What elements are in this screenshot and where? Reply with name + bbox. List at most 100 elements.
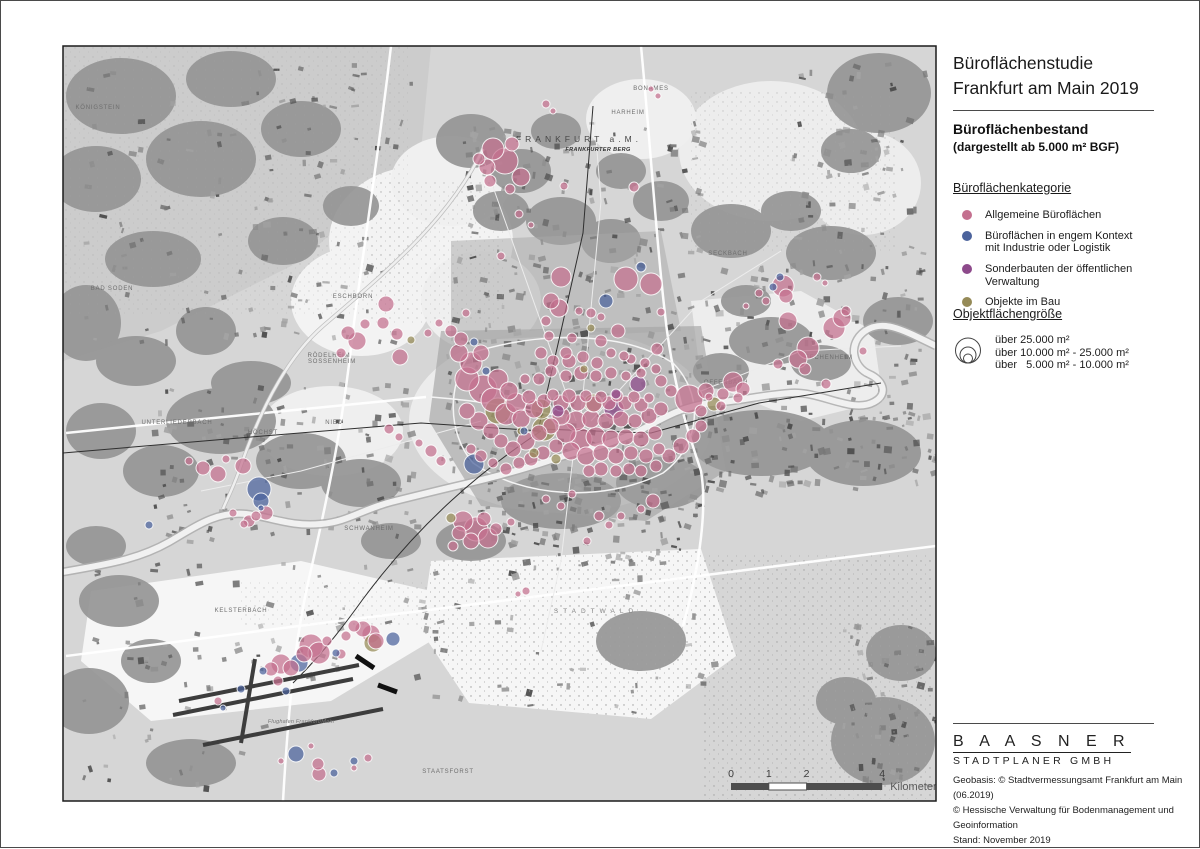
office-marker	[519, 373, 531, 385]
office-marker	[367, 632, 385, 650]
office-marker	[451, 525, 467, 541]
office-marker	[541, 99, 551, 109]
office-marker	[635, 367, 647, 379]
office-marker	[221, 454, 231, 464]
office-marker	[295, 645, 313, 663]
office-marker	[820, 378, 832, 390]
office-marker	[640, 407, 658, 425]
office-marker	[482, 422, 500, 440]
office-marker	[213, 696, 223, 706]
legend-category-item: Sonderbauten der öffentlichen Verwaltung	[953, 263, 1189, 288]
office-marker	[582, 536, 592, 546]
office-marker	[576, 350, 590, 364]
office-marker	[585, 307, 597, 319]
legend-panel: Büroflächenstudie Frankfurt am Main 2019…	[953, 46, 1189, 846]
office-marker	[559, 346, 573, 360]
credit-line: Stand: November 2019	[953, 835, 1051, 846]
sizes-heading: Objektflächengröße	[953, 307, 1063, 321]
office-marker	[447, 540, 459, 552]
office-marker	[613, 266, 639, 292]
separator-bottom	[953, 723, 1154, 724]
office-marker	[589, 369, 603, 383]
office-marker	[754, 288, 764, 298]
office-marker	[385, 631, 401, 647]
office-marker	[236, 684, 246, 694]
office-marker	[394, 432, 404, 442]
office-marker	[704, 392, 714, 402]
office-marker	[761, 296, 771, 306]
office-marker	[496, 251, 506, 261]
baasner-logo: B A A S N E R STADTPLANER GMBH	[953, 733, 1131, 767]
office-marker	[541, 494, 551, 504]
office-marker	[559, 181, 569, 191]
office-marker	[638, 448, 654, 464]
map-area: FRANKFURT a.M.FRANKFURTER BERGHARHEIMBON…	[63, 46, 937, 801]
office-marker	[654, 92, 662, 100]
place-label: HARHEIM	[611, 110, 644, 116]
office-marker	[390, 327, 404, 341]
office-marker	[340, 325, 356, 341]
office-marker	[514, 209, 524, 219]
office-marker	[772, 358, 784, 370]
place-label: Flughafen Frankfurt/Main	[268, 719, 334, 725]
office-marker	[586, 323, 596, 333]
size-legend-line: über 10.000 m² - 25.000 m²	[995, 346, 1129, 359]
office-marker	[579, 364, 589, 374]
office-marker	[532, 372, 546, 386]
office-marker	[472, 152, 486, 166]
office-marker	[566, 332, 578, 344]
credit-line: Geobasis: © Stadtvermessungsamt Frankfur…	[953, 775, 1183, 801]
office-marker	[250, 510, 262, 522]
size-legend-line: über 5.000 m² - 10.000 m²	[995, 359, 1129, 371]
office-marker	[282, 659, 300, 677]
office-marker	[594, 390, 608, 404]
category-dot-icon	[962, 210, 972, 220]
scale-unit-label: Kilometer	[890, 781, 937, 793]
office-marker	[617, 428, 635, 446]
office-marker	[462, 532, 480, 550]
office-marker	[414, 438, 424, 448]
office-marker	[716, 387, 730, 401]
office-marker	[650, 363, 662, 375]
office-marker	[465, 443, 477, 455]
office-marker	[685, 428, 701, 444]
office-marker	[527, 221, 535, 229]
logo-line1: B A A S N E R	[953, 733, 1131, 753]
place-label: SECKBACH	[708, 251, 747, 257]
categories-heading: Büroflächenkategorie	[953, 181, 1072, 195]
office-marker	[489, 522, 503, 536]
office-marker	[821, 279, 829, 287]
office-marker	[768, 282, 778, 292]
office-marker	[653, 401, 669, 417]
scale-bar: 0 1 2 4 Kilometer	[728, 768, 937, 793]
place-label: ESCHBORN	[333, 294, 373, 300]
office-marker	[506, 517, 516, 527]
office-marker	[546, 388, 560, 402]
place-label: NIED	[325, 420, 343, 426]
office-marker	[445, 512, 457, 524]
office-marker	[281, 686, 291, 696]
office-marker	[778, 288, 794, 304]
office-marker	[634, 464, 648, 478]
office-marker	[592, 444, 610, 462]
title-line1: Büroflächenstudie	[953, 53, 1094, 73]
office-marker	[521, 586, 531, 596]
legend-category-item: Allgemeine Büroflächen	[953, 209, 1189, 222]
office-marker	[798, 362, 812, 376]
place-label: HÖCHST	[248, 429, 278, 436]
office-marker	[453, 331, 469, 347]
map-frame	[62, 45, 937, 802]
place-label: STADTWALD	[554, 608, 638, 615]
office-marker	[483, 174, 497, 188]
office-marker	[472, 344, 490, 362]
title-line2: Frankfurt am Main 2019	[953, 77, 1139, 98]
nested-circles-icon	[955, 337, 981, 364]
size-legend-lines: über 25.000 m² über 10.000 m² - 25.000 m²…	[995, 334, 1129, 372]
office-marker	[406, 335, 416, 345]
scale-bar-segment	[731, 783, 769, 790]
office-marker	[574, 306, 584, 316]
office-marker	[561, 388, 577, 404]
office-marker	[551, 404, 565, 418]
office-marker	[234, 457, 252, 475]
